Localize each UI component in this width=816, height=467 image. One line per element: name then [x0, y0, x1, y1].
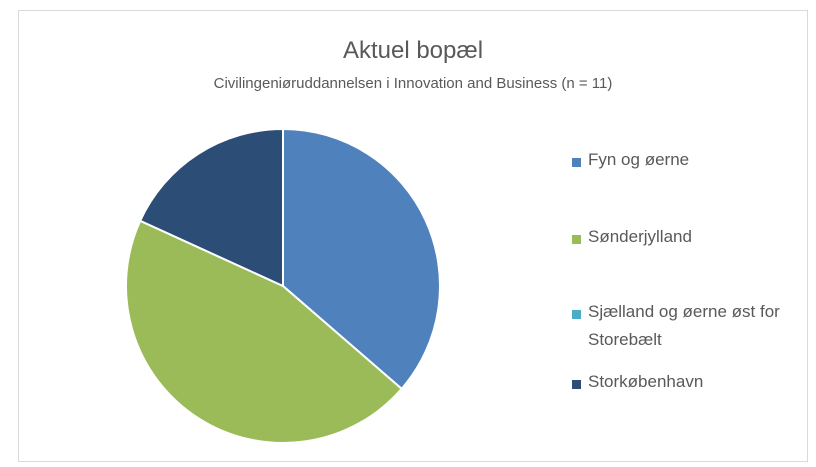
- pie-slice: [282, 127, 441, 391]
- legend-label: Sjælland og øerne øst for Storebælt: [588, 302, 780, 349]
- legend-swatch: [572, 310, 581, 319]
- legend-swatch: [572, 380, 581, 389]
- legend-item: Storkøbenhavn: [572, 372, 788, 396]
- legend-swatch: [572, 235, 581, 244]
- chart-subtitle: Civilingeniøruddannelsen i Innovation an…: [214, 75, 613, 92]
- legend-swatch: [572, 158, 581, 167]
- chart-frame: [18, 10, 808, 462]
- legend-label: Fyn og øerne: [588, 150, 690, 169]
- legend-label: Storkøbenhavn: [588, 372, 704, 391]
- legend-item: Sønderjylland: [572, 227, 788, 251]
- legend-item: Fyn og øerne: [572, 150, 788, 174]
- legend-label: Sønderjylland: [588, 227, 692, 246]
- legend-item: Sjælland og øerne øst for Storebælt: [572, 302, 788, 354]
- pie-slice: [138, 127, 284, 288]
- chart-title: Aktuel bopæl: [343, 37, 483, 64]
- pie-slice: [125, 219, 404, 444]
